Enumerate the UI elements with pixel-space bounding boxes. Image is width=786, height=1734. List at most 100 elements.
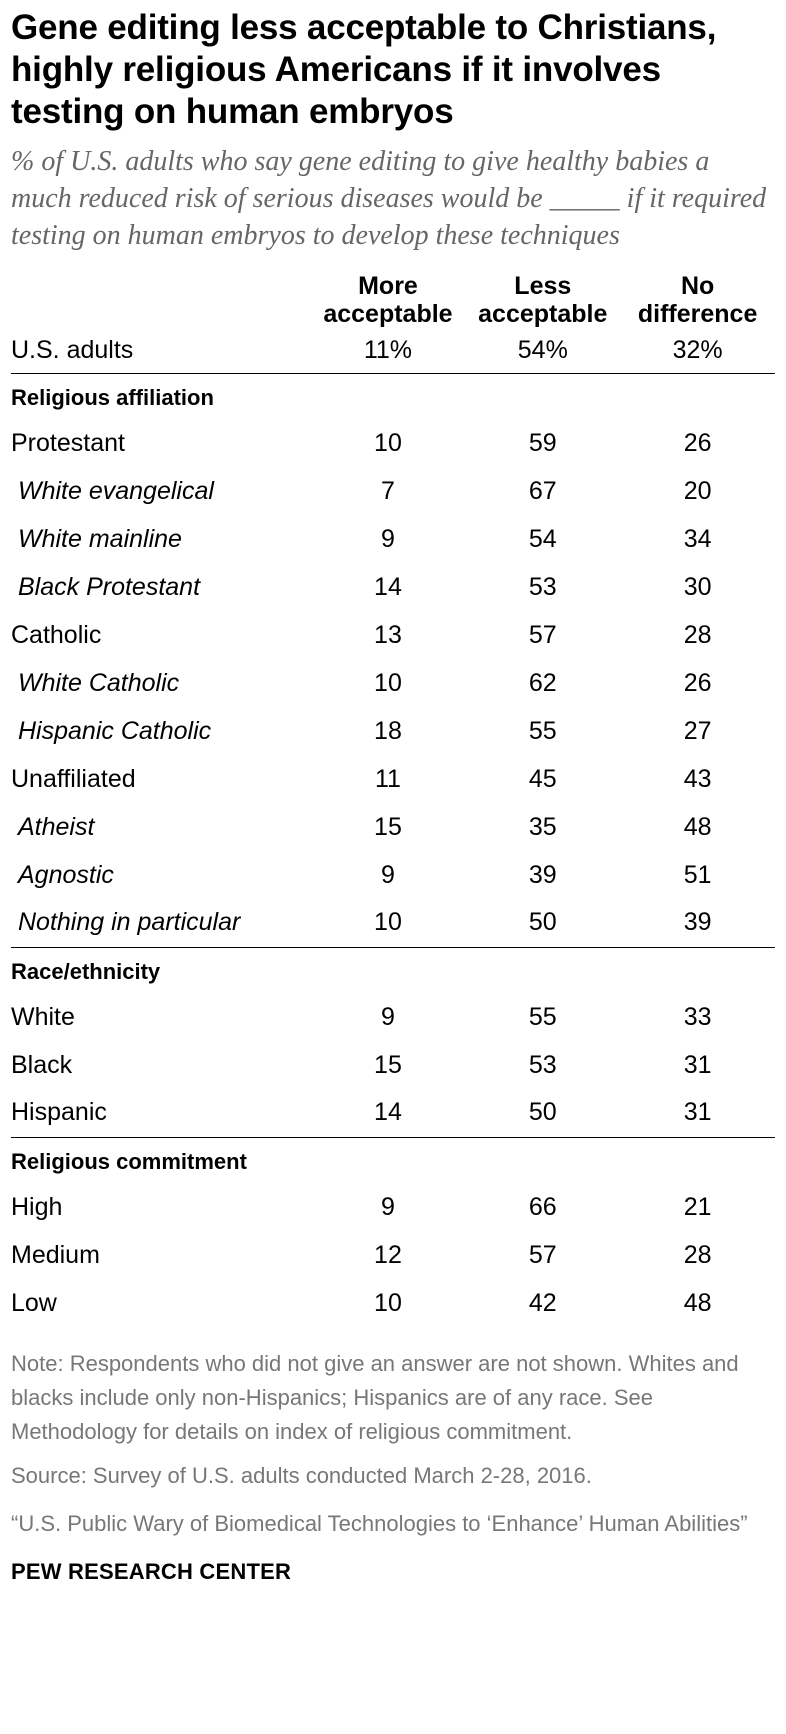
table-row: Medium 12 57 28	[11, 1231, 775, 1279]
table-row: Low 10 42 48	[11, 1279, 775, 1327]
row-label: White Catholic	[18, 668, 180, 697]
footer-note: Note: Respondents who did not give an an…	[11, 1351, 739, 1444]
value-cell: 20	[683, 476, 712, 505]
value-cell: 48	[683, 1288, 712, 1317]
value-cell: 50	[465, 1089, 621, 1138]
group-header-row: Religious commitment	[11, 1137, 775, 1183]
value-cell: 11%	[310, 328, 466, 374]
table-row: White mainline 9 54 34	[11, 515, 775, 563]
row-label: White evangelical	[18, 476, 214, 505]
org-logo-text: PEW RESEARCH CENTER	[11, 1559, 292, 1584]
table-row: Catholic 13 57 28	[11, 611, 775, 659]
table-row: Nothing in particular 10 50 39	[11, 899, 775, 948]
row-label: Medium	[11, 1240, 100, 1269]
table-header: More acceptable Less acceptable No diffe…	[11, 272, 775, 328]
value-cell: 9	[381, 860, 395, 889]
value-cell: 10	[374, 1288, 402, 1317]
data-table: More acceptable Less acceptable No diffe…	[11, 272, 775, 1327]
value-cell: 9	[381, 524, 395, 553]
table-row: White Catholic 10 62 26	[11, 659, 775, 707]
row-label: Hispanic	[11, 1089, 311, 1138]
row-label: Hispanic Catholic	[18, 716, 212, 745]
value-cell: 62	[528, 668, 557, 697]
value-cell: 42	[528, 1288, 557, 1317]
value-cell: 21	[683, 1192, 712, 1221]
row-label: Atheist	[18, 812, 95, 841]
chart-subtitle: % of U.S. adults who say gene editing to…	[11, 146, 767, 251]
value-cell: 67	[528, 476, 557, 505]
value-cell: 54%	[465, 328, 621, 374]
value-cell: 39	[528, 860, 557, 889]
value-cell: 35	[528, 812, 557, 841]
column-header-more-acceptable: More acceptable	[311, 272, 466, 328]
table-row: Atheist 15 35 48	[11, 803, 775, 851]
value-cell: 9	[381, 1192, 395, 1221]
row-label: White mainline	[18, 524, 182, 553]
table-row: High 9 66 21	[11, 1183, 775, 1231]
value-cell: 7	[381, 476, 395, 505]
table-row: Black Protestant 14 53 30	[11, 563, 775, 611]
table-row: Hispanic 14 50 31	[11, 1089, 775, 1138]
value-cell: 31	[683, 1050, 712, 1079]
value-cell: 39	[620, 899, 775, 948]
value-cell: 14	[310, 1089, 466, 1138]
value-cell: 53	[528, 1050, 557, 1079]
column-header-line: No	[680, 272, 715, 300]
value-cell: 50	[465, 899, 621, 948]
chart-title: Gene editing less acceptable to Christia…	[11, 8, 717, 131]
value-cell: 28	[683, 620, 712, 649]
table-row: Unaffiliated 11 45 43	[11, 755, 775, 803]
table-body: U.S. adults 11% 54% 32% Religious affiliatio…	[11, 328, 775, 1327]
column-header-line: difference	[637, 300, 758, 328]
value-cell: 13	[374, 620, 402, 649]
value-cell: 33	[683, 1002, 712, 1031]
value-cell: 15	[374, 1050, 402, 1079]
value-cell: 34	[683, 524, 712, 553]
group-header-row: Race/ethnicity	[11, 947, 775, 993]
value-cell: 31	[620, 1089, 775, 1138]
group-label: Race/ethnicity	[11, 959, 161, 985]
row-label: Low	[11, 1288, 57, 1317]
footer-source: Source: Survey of U.S. adults conducted …	[11, 1463, 592, 1488]
value-cell: 26	[683, 428, 712, 457]
value-cell: 55	[528, 1002, 557, 1031]
column-header-no-difference: No difference	[620, 272, 775, 328]
value-cell: 10	[374, 428, 402, 457]
value-cell: 55	[528, 716, 557, 745]
value-cell: 15	[374, 812, 402, 841]
value-cell: 48	[683, 812, 712, 841]
column-header-less-acceptable: Less acceptable	[465, 272, 620, 328]
row-label: U.S. adults	[11, 328, 311, 374]
row-label: Nothing in particular	[11, 899, 311, 948]
value-cell: 28	[683, 1240, 712, 1269]
value-cell: 10	[310, 899, 466, 948]
header-spacer	[11, 272, 311, 328]
row-label: Agnostic	[18, 860, 114, 889]
value-cell: 9	[381, 1002, 395, 1031]
table-row: White 9 55 33	[11, 993, 775, 1041]
row-label: Unaffiliated	[11, 764, 136, 793]
value-cell: 43	[683, 764, 712, 793]
group-label: Religious affiliation	[11, 385, 214, 411]
value-cell: 12	[374, 1240, 402, 1269]
footer-report-title: “U.S. Public Wary of Biomedical Technolo…	[11, 1511, 748, 1536]
table-row-total: U.S. adults 11% 54% 32%	[11, 328, 775, 374]
table-row: Protestant 10 59 26	[11, 419, 775, 467]
value-cell: 32%	[620, 328, 775, 374]
column-header-line: acceptable	[323, 300, 453, 328]
value-cell: 14	[374, 572, 402, 601]
row-label: Black Protestant	[18, 572, 201, 601]
value-cell: 51	[683, 860, 712, 889]
row-label: Catholic	[11, 620, 102, 649]
group-label: Religious commitment	[11, 1149, 247, 1175]
table-row: Agnostic 9 39 51	[11, 851, 775, 899]
value-cell: 66	[528, 1192, 557, 1221]
row-label: Black	[11, 1050, 73, 1079]
value-cell: 54	[528, 524, 557, 553]
value-cell: 10	[374, 668, 402, 697]
row-label: High	[11, 1192, 63, 1221]
row-label: White	[11, 1002, 75, 1031]
table-row: Hispanic Catholic 18 55 27	[11, 707, 775, 755]
value-cell: 45	[528, 764, 557, 793]
